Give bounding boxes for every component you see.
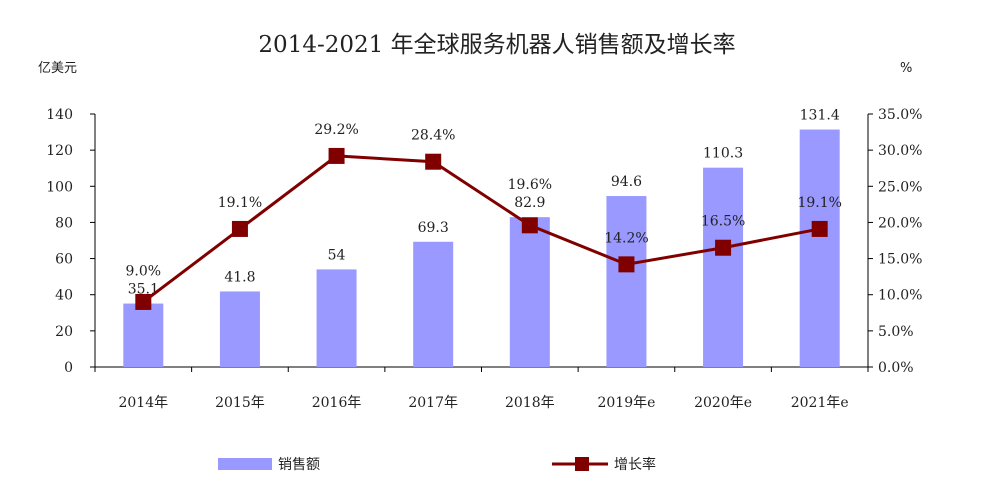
growth-marker: [811, 220, 828, 237]
right-tick-label: 10.0%: [878, 288, 922, 304]
x-tick-label: 2021年e: [791, 395, 849, 411]
right-tick-label: 30.0%: [878, 143, 922, 159]
legend-line-label: 增长率: [614, 456, 656, 473]
x-tick-label: 2014年: [118, 395, 168, 411]
bar-value-label: 41.8: [224, 269, 255, 285]
growth-value-label: 16.5%: [701, 214, 745, 230]
x-tick-label: 2016年: [312, 395, 362, 411]
bar: [799, 129, 840, 367]
growth-marker: [618, 256, 635, 273]
growth-value-label: 14.2%: [604, 230, 648, 246]
legend-line-marker: [575, 457, 589, 471]
right-tick-label: 5.0%: [878, 324, 914, 340]
bar-value-label: 69.3: [418, 220, 449, 236]
chart-title: 2014-2021 年全球服务机器人销售额及增长率: [258, 32, 735, 58]
growth-marker: [521, 217, 538, 234]
growth-value-label: 19.1%: [797, 195, 841, 211]
left-tick-label: 80: [55, 215, 73, 231]
growth-value-label: 28.4%: [411, 128, 455, 144]
legend-bar-swatch: [218, 458, 272, 470]
bar-value-label: 131.4: [800, 108, 840, 124]
bar: [703, 167, 744, 367]
legend-bar-label: 销售额: [278, 457, 320, 473]
left-tick-label: 40: [55, 288, 73, 304]
growth-line: [142, 154, 820, 304]
right-tick-label: 35.0%: [878, 107, 922, 123]
left-axis-unit: 亿美元: [38, 61, 77, 76]
growth-marker: [328, 147, 345, 164]
growth-marker: [715, 239, 732, 256]
left-tick-label: 100: [46, 179, 73, 195]
growth-value-label: 19.6%: [508, 177, 552, 193]
bar: [123, 303, 164, 367]
right-tick-label: 20.0%: [878, 215, 922, 231]
growth-value-label: 29.2%: [314, 122, 358, 138]
bar: [606, 196, 647, 367]
bar-value-label: 110.3: [703, 146, 743, 162]
left-tick-label: 140: [46, 107, 73, 123]
left-tick-label: 20: [55, 324, 73, 340]
right-tick-label: 25.0%: [878, 179, 922, 195]
growth-marker: [135, 293, 152, 310]
bar: [316, 269, 357, 367]
left-tick-label: 120: [46, 143, 73, 159]
bar: [509, 217, 550, 367]
bar: [219, 291, 260, 367]
bar-value-label: 35.1: [128, 282, 159, 298]
x-tick-label: 2015年: [215, 395, 265, 411]
left-tick-label: 0: [64, 360, 73, 376]
growth-marker: [231, 220, 248, 237]
bar-value-label: 94.6: [611, 174, 642, 190]
growth-value-label: 19.1%: [218, 195, 262, 211]
bar: [413, 241, 454, 367]
bar-value-label: 54: [328, 247, 346, 263]
x-tick-label: 2020年e: [694, 395, 752, 411]
bar-value-label: 82.9: [514, 195, 545, 211]
right-tick-label: 0.0%: [878, 360, 914, 376]
x-tick-label: 2018年: [505, 395, 555, 411]
right-tick-label: 15.0%: [878, 252, 922, 268]
growth-marker: [425, 153, 442, 170]
left-tick-label: 60: [55, 252, 73, 268]
right-axis-unit: %: [900, 61, 912, 76]
x-tick-label: 2019年e: [597, 395, 655, 411]
x-tick-label: 2017年: [408, 395, 458, 411]
growth-value-label: 9.0%: [126, 264, 162, 280]
